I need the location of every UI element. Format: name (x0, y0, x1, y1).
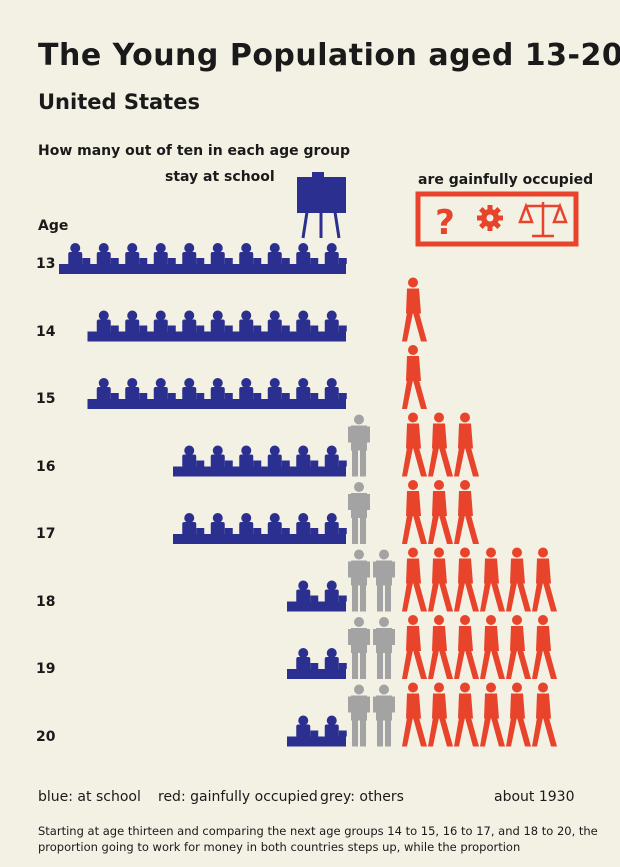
occupied-mark (454, 412, 479, 477)
occupied-mark (428, 480, 453, 544)
others-mark (348, 684, 370, 747)
occupied-mark (532, 682, 557, 747)
legend-others: grey: others (320, 789, 404, 805)
others-mark (348, 617, 370, 679)
age-label: 17 (36, 526, 56, 542)
occupied-mark (454, 480, 479, 544)
footnote: Starting at age thirteen and comparing t… (38, 824, 598, 854)
legend-occupied: red: gainfully occupied (158, 789, 318, 805)
legend-date: about 1930 (494, 789, 575, 805)
age-label: 15 (36, 391, 56, 407)
page-subtitle: United States (38, 90, 200, 114)
scales-icon (518, 202, 568, 238)
occupied-mark (428, 412, 453, 477)
occupied-label: are gainfully occupied (418, 172, 594, 188)
question-mark-icon: ? (435, 203, 455, 243)
occupied-mark (480, 547, 505, 612)
school-label: stay at school (165, 169, 275, 185)
others-mark (373, 549, 395, 612)
occupied-mark (402, 480, 427, 544)
occupied-emblem: ? (415, 191, 579, 247)
school-mark (59, 243, 347, 274)
school-mark (173, 445, 347, 477)
occupied-mark (480, 682, 505, 747)
school-mark (287, 715, 347, 747)
school-mark (287, 580, 347, 612)
occupied-mark (532, 547, 557, 612)
others-mark (373, 684, 395, 747)
school-mark (87, 378, 347, 409)
others-mark (348, 414, 370, 477)
others-mark (373, 617, 395, 679)
occupied-mark (506, 615, 531, 679)
occupied-mark (454, 615, 479, 679)
occupied-mark (402, 412, 427, 477)
legend-school: blue: at school (38, 789, 141, 805)
others-mark (348, 549, 370, 612)
occupied-mark (506, 547, 531, 612)
occupied-mark (402, 615, 427, 679)
school-mark (173, 513, 347, 544)
age-label: 14 (36, 323, 56, 340)
school-mark (287, 648, 347, 679)
age-heading: Age (38, 218, 69, 234)
occupied-mark (402, 277, 427, 342)
occupied-mark (402, 547, 427, 612)
others-mark (348, 482, 370, 544)
occupied-mark (428, 547, 453, 612)
age-label: 19 (36, 661, 56, 677)
school-mark (87, 310, 347, 342)
age-label: 13 (36, 256, 56, 272)
occupied-mark (480, 615, 505, 679)
occupied-mark (506, 682, 531, 747)
age-label: 16 (36, 458, 56, 475)
occupied-mark (428, 615, 453, 679)
easel-board-icon (297, 172, 346, 239)
gear-icon (477, 205, 503, 231)
question-text: How many out of ten in each age group (38, 143, 350, 159)
occupied-mark (532, 615, 557, 679)
occupied-mark (454, 682, 479, 747)
page-title: The Young Population aged 13-20 (38, 38, 620, 73)
occupied-mark (428, 682, 453, 747)
occupied-mark (402, 345, 427, 409)
age-label: 20 (36, 728, 56, 745)
age-label: 18 (36, 593, 56, 610)
occupied-mark (402, 682, 427, 747)
occupied-mark (454, 547, 479, 612)
